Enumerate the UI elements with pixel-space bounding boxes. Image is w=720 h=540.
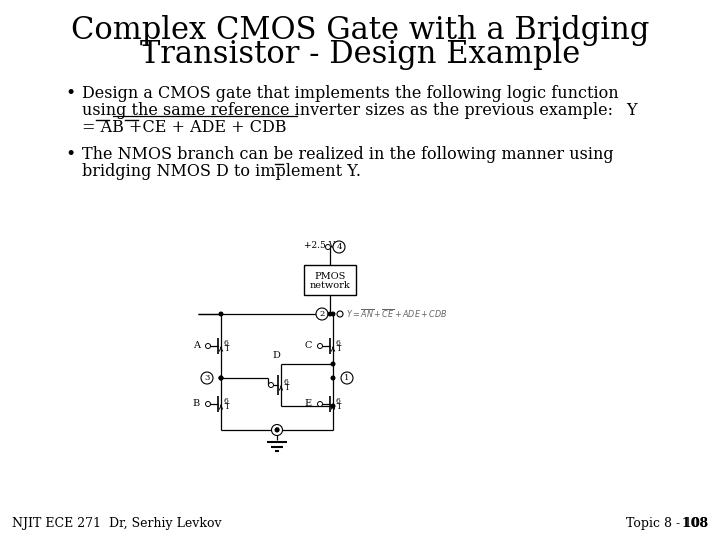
- Circle shape: [337, 311, 343, 317]
- Text: Transistor - Design Example: Transistor - Design Example: [140, 39, 580, 71]
- FancyBboxPatch shape: [304, 265, 356, 295]
- Circle shape: [330, 312, 336, 316]
- Text: Complex CMOS Gate with a Bridging: Complex CMOS Gate with a Bridging: [71, 15, 649, 45]
- Text: = AB +CE + ADE + CDB: = AB +CE + ADE + CDB: [82, 119, 287, 136]
- Text: Design a CMOS gate that implements the following logic function: Design a CMOS gate that implements the f…: [82, 85, 618, 102]
- Text: 6: 6: [284, 378, 289, 386]
- Circle shape: [205, 343, 210, 348]
- Circle shape: [330, 403, 336, 408]
- Text: 2: 2: [320, 310, 325, 318]
- Circle shape: [274, 428, 279, 433]
- Text: network: network: [310, 281, 351, 291]
- Text: NJIT ECE 271  Dr, Serhiy Levkov: NJIT ECE 271 Dr, Serhiy Levkov: [12, 517, 222, 530]
- Text: 0: 0: [274, 426, 279, 434]
- Circle shape: [218, 375, 223, 381]
- Text: bridging NMOS D to implement Y.: bridging NMOS D to implement Y.: [82, 163, 361, 180]
- Text: 3: 3: [204, 374, 210, 382]
- Text: B: B: [193, 400, 200, 408]
- Text: The NMOS branch can be realized in the following manner using: The NMOS branch can be realized in the f…: [82, 146, 613, 163]
- Text: 6: 6: [336, 397, 341, 405]
- Circle shape: [330, 361, 336, 367]
- Text: Topic 8 - 108: Topic 8 - 108: [626, 517, 708, 530]
- Circle shape: [269, 382, 274, 388]
- Circle shape: [271, 424, 282, 435]
- Text: 6: 6: [224, 397, 229, 405]
- Text: 1: 1: [336, 345, 341, 353]
- Text: +2.5 V: +2.5 V: [304, 241, 336, 251]
- Text: 108: 108: [660, 517, 708, 530]
- Text: 6: 6: [336, 339, 341, 347]
- Text: E: E: [305, 400, 312, 408]
- Circle shape: [333, 241, 345, 253]
- Circle shape: [341, 372, 353, 384]
- Circle shape: [201, 372, 213, 384]
- Circle shape: [218, 312, 223, 316]
- Text: 1: 1: [284, 384, 289, 392]
- Circle shape: [330, 375, 336, 381]
- Text: 1: 1: [344, 374, 350, 382]
- Circle shape: [318, 402, 323, 407]
- Circle shape: [318, 343, 323, 348]
- Circle shape: [205, 402, 210, 407]
- Circle shape: [328, 312, 333, 316]
- Circle shape: [218, 375, 223, 381]
- Text: PMOS: PMOS: [315, 272, 346, 281]
- Circle shape: [316, 308, 328, 320]
- Text: 1: 1: [224, 345, 229, 353]
- Text: 1: 1: [336, 403, 341, 411]
- Text: C: C: [305, 341, 312, 350]
- Text: •: •: [65, 85, 76, 102]
- Text: $Y = \overline{AN} + \overline{CE} + ADE + CDB$: $Y = \overline{AN} + \overline{CE} + ADE…: [346, 307, 448, 321]
- Text: using the same reference inverter sizes as the previous example:: using the same reference inverter sizes …: [82, 102, 613, 119]
- Text: A: A: [193, 341, 200, 350]
- Text: 6: 6: [224, 339, 229, 347]
- Text: Y: Y: [626, 102, 636, 119]
- Circle shape: [325, 245, 330, 249]
- Text: •: •: [65, 146, 76, 163]
- Text: 4: 4: [336, 243, 342, 251]
- Text: D: D: [272, 352, 280, 361]
- Text: 1: 1: [224, 403, 229, 411]
